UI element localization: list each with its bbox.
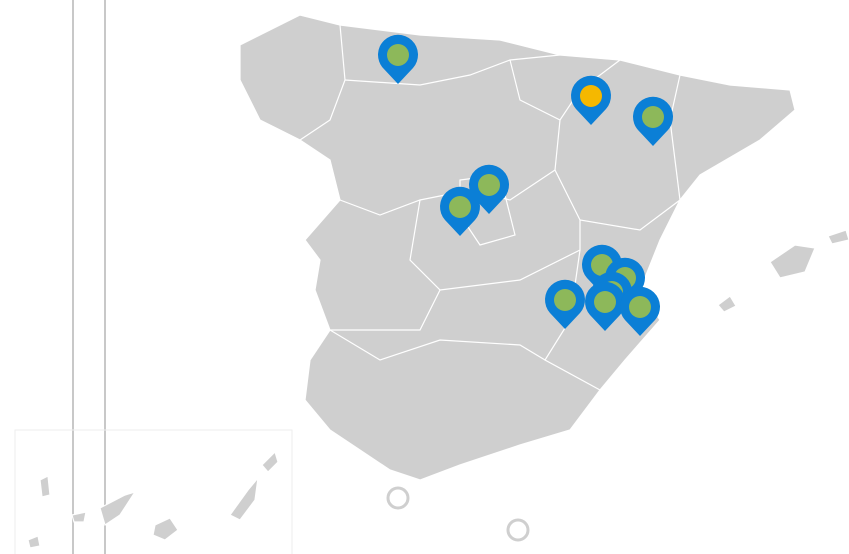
marker-dot [642,106,664,128]
map-marker[interactable] [633,96,673,146]
canary-islands [27,450,279,549]
marker-dot [580,85,602,107]
marker-dot [387,44,409,66]
mainland [239,14,796,481]
canary-inset [14,429,293,554]
map-marker[interactable] [620,286,660,336]
marker-dot [554,289,576,311]
island [769,244,816,279]
ceuta [386,486,410,510]
island [827,229,849,245]
marker-dot [594,291,616,313]
melilla [506,518,530,542]
map-marker[interactable] [545,279,585,329]
map-marker[interactable] [378,34,418,84]
markers [378,34,673,336]
marker-dot [629,296,651,318]
island [717,295,737,313]
map-marker[interactable] [440,186,480,236]
marker-dot [478,174,500,196]
marker-dot [449,196,471,218]
map-marker[interactable] [585,281,625,331]
map-marker[interactable] [571,75,611,125]
